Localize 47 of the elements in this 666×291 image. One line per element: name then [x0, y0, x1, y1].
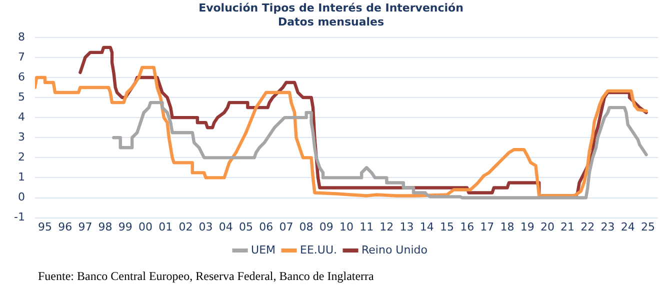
x-tick-label: 10: [339, 220, 354, 234]
x-tick-label: 22: [580, 220, 595, 234]
x-tick-label: 14: [420, 220, 434, 234]
legend-label: EE.UU.: [300, 243, 338, 256]
legend-label: UEM: [251, 243, 276, 256]
y-tick-label: 5: [18, 90, 25, 104]
x-tick-label: 24: [620, 220, 635, 234]
x-tick-label: 19: [520, 220, 534, 234]
x-tick-label: 00: [138, 220, 153, 234]
x-tick-label: 23: [600, 220, 615, 234]
x-tick-label: 13: [400, 220, 414, 234]
x-tick-label: 95: [38, 220, 52, 234]
x-tick-label: 98: [98, 220, 112, 234]
x-tick-label: 99: [118, 220, 132, 234]
x-tick-label: 03: [198, 220, 213, 234]
y-tick-label: 2: [18, 150, 25, 164]
x-tick-label: 06: [259, 220, 274, 234]
x-tick-label: 21: [560, 220, 575, 234]
x-tick-label: 02: [178, 220, 193, 234]
legend-label: Reino Unido: [362, 243, 428, 256]
x-tick-label: 09: [319, 220, 334, 234]
x-tick-label: 11: [360, 220, 374, 234]
x-tick-label: 04: [218, 220, 233, 234]
x-tick-label: 08: [299, 220, 314, 234]
x-tick-label: 07: [279, 220, 294, 234]
y-tick-label: 6: [18, 70, 25, 84]
y-tick-label: 7: [18, 50, 25, 64]
x-tick-label: 05: [238, 220, 253, 234]
y-tick-label: -1: [14, 210, 25, 224]
x-tick-label: 15: [440, 220, 454, 234]
x-tick-label: 96: [58, 220, 72, 234]
x-tick-label: 20: [540, 220, 554, 234]
y-tick-label: 1: [18, 170, 25, 184]
y-tick-label: 0: [18, 190, 25, 204]
y-tick-label: 8: [18, 30, 25, 44]
x-tick-label: 12: [380, 220, 394, 234]
x-tick-label: 17: [480, 220, 494, 234]
y-tick-label: 4: [18, 110, 25, 124]
x-tick-label: 25: [640, 220, 655, 234]
x-tick-label: 16: [460, 220, 474, 234]
x-tick-label: 01: [158, 220, 173, 234]
chart-title: Evolución Tipos de Interés de Intervención: [198, 1, 464, 14]
y-tick-label: 3: [18, 130, 25, 144]
x-tick-label: 18: [500, 220, 514, 234]
chart-subtitle: Datos mensuales: [278, 16, 384, 29]
source-note: Fuente: Banco Central Europeo, Reserva Federal, Banco de Inglaterra: [38, 269, 374, 284]
x-tick-label: 97: [78, 220, 92, 234]
